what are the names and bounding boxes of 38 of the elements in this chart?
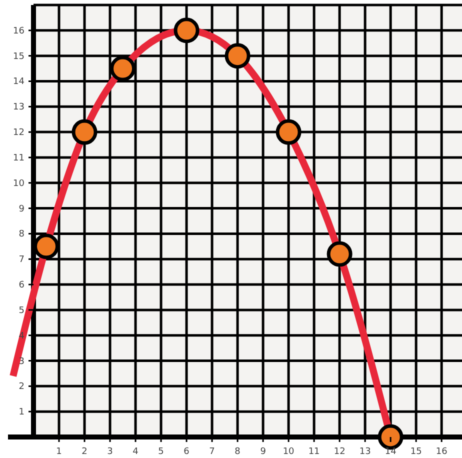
x-tick-label: 15 <box>410 447 422 457</box>
y-tick-label: 6 <box>18 280 25 291</box>
point <box>174 18 200 44</box>
y-tick-label: 8 <box>18 230 25 240</box>
x-tick-label: 3 <box>107 447 113 457</box>
y-tick-label: 4 <box>18 331 25 342</box>
x-tick-label: 12 <box>334 447 346 457</box>
x-tick-label: 11 <box>308 447 320 457</box>
x-tick-label: 10 <box>282 447 295 457</box>
y-tick-label: 7 <box>18 255 25 266</box>
y-tick-label: 16 <box>13 26 25 36</box>
y-tick-label: 15 <box>13 52 25 62</box>
x-tick-label: 5 <box>158 447 164 457</box>
point <box>110 56 136 82</box>
y-tick-label: 2 <box>18 382 25 392</box>
x-tick-label: 1 <box>56 447 62 457</box>
x-tick-label: 8 <box>234 447 241 457</box>
x-tick-label: 16 <box>436 447 448 457</box>
y-tick-label: 9 <box>18 204 25 214</box>
point <box>224 43 250 69</box>
point <box>276 119 302 145</box>
y-tick-label: 1 <box>18 408 25 418</box>
y-tick-label: 13 <box>13 102 25 113</box>
x-tick-label: 4 <box>132 447 139 457</box>
x-tick-label: 9 <box>260 447 266 457</box>
point <box>326 241 352 267</box>
x-tick-label: 14 <box>384 447 397 457</box>
point <box>72 119 98 145</box>
x-tick-label: 2 <box>82 447 88 457</box>
y-tick-label: 11 <box>13 153 25 164</box>
x-tick-label: 7 <box>209 447 215 457</box>
x-tick-label: 6 <box>184 447 190 457</box>
y-tick-label: 3 <box>18 356 25 367</box>
y-tick-label: 12 <box>13 128 25 138</box>
x-tick-label: 13 <box>359 447 371 457</box>
y-tick-label: 10 <box>13 178 25 189</box>
y-tick-label: 14 <box>13 77 25 88</box>
y-tick-label: 5 <box>18 306 25 316</box>
